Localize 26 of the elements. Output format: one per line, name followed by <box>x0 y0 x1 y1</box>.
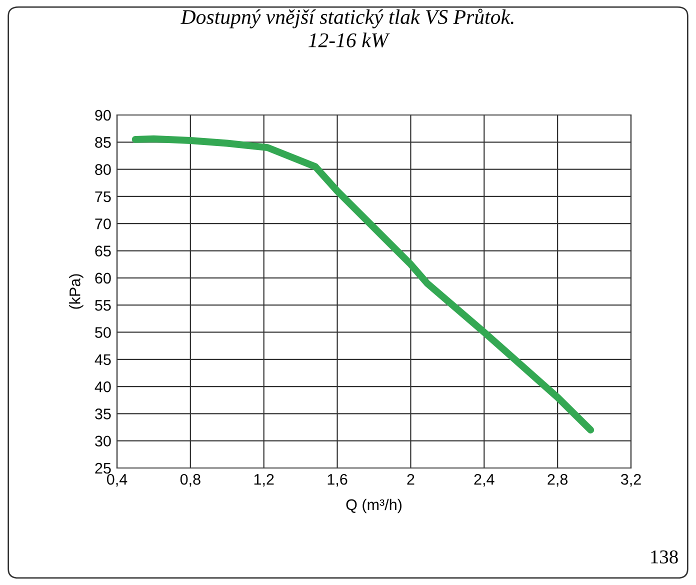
y-tick-label: 90 <box>95 110 111 121</box>
x-tick-label: 2,4 <box>474 474 494 487</box>
y-tick-label: 60 <box>95 272 111 284</box>
x-tick-label: 2 <box>407 474 414 485</box>
x-tick-label: 0,8 <box>180 474 200 487</box>
y-tick-label: 50 <box>95 327 111 338</box>
x-tick-label: 2,8 <box>548 474 568 487</box>
y-tick-label: 80 <box>95 164 111 175</box>
y-tick-label: 65 <box>95 246 111 256</box>
y-tick-label: 55 <box>95 300 111 311</box>
x-tick-label: 1,2 <box>254 474 274 487</box>
y-tick-label: 40 <box>94 381 111 392</box>
y-tick-label: 35 <box>95 408 111 420</box>
y-tick-label: 30 <box>95 436 111 447</box>
x-tick-label: 1,6 <box>328 474 348 487</box>
y-tick-label: 45 <box>94 354 111 366</box>
x-tick-label: 0,4 <box>106 474 128 487</box>
y-tick-label: 70 <box>95 218 111 230</box>
y-tick-label: 25 <box>95 462 111 474</box>
y-axis-title: (kPa) <box>69 274 84 309</box>
x-axis-title: Q (m³/h) <box>346 498 402 514</box>
chart-title: Dostupný vnější statický tlak VS Průtok. 12-16 kW <box>180 8 514 48</box>
x-tick-label: 3,2 <box>620 474 641 487</box>
y-tick-label: 75 <box>95 191 111 202</box>
y-tick-label: 85 <box>95 137 111 148</box>
text: 138 <box>651 550 678 564</box>
